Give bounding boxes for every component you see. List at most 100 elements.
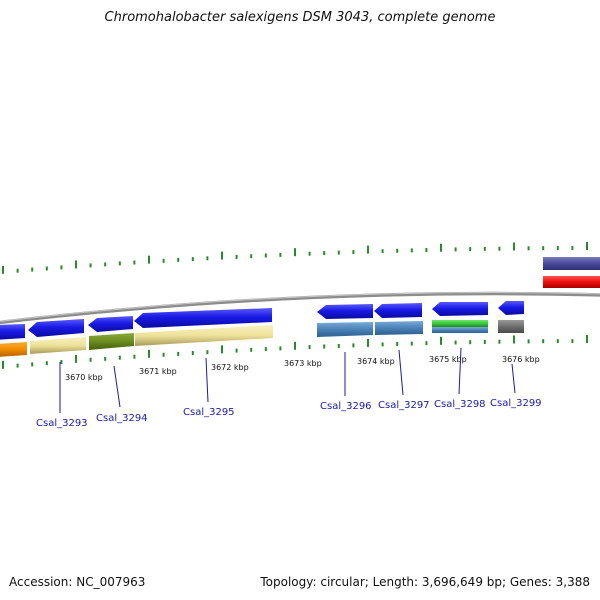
cds-arrow (0, 324, 25, 340)
gc-skew-tick (118, 261, 121, 266)
gc-skew-tick (542, 246, 545, 251)
gc-skew-tick (75, 260, 77, 269)
gc-skew-tick (586, 335, 588, 343)
gc-skew-tick (542, 339, 545, 344)
gc-skew-tick (177, 351, 180, 356)
gc-skew-tick (337, 344, 340, 348)
gc-skew-tick (586, 242, 588, 250)
gc-skew-tick (104, 356, 107, 361)
cds-arrow (28, 319, 84, 337)
kbp-label: 3675 kbp (429, 355, 467, 364)
gc-skew-tick (294, 248, 296, 257)
cog-band (375, 321, 423, 335)
gc-skew-tick (89, 263, 92, 268)
gene-leaders (59, 347, 516, 413)
leader-line (458, 347, 462, 395)
gc-skew-tick (381, 249, 384, 254)
gc-skew-tick (2, 360, 4, 369)
cds-arrow (88, 316, 133, 332)
gc-skew-tick (337, 250, 340, 255)
gene-labels: Csal_3293 Csal_3294 Csal_3295 Csal_3296 … (36, 398, 542, 429)
gc-skew-tick (60, 360, 63, 364)
kbp-ruler: 3670 kbp 3671 kbp 3672 kbp 3673 kbp 3674… (65, 355, 540, 382)
gc-skew-tick (483, 340, 486, 344)
gc-skew-tick (250, 254, 253, 259)
cog-band (135, 325, 273, 346)
gc-skew-tick (279, 252, 282, 257)
gc-skew-tick (235, 348, 238, 353)
cog-track (0, 320, 524, 357)
gc-skew-tick (162, 258, 165, 263)
feature-navy (543, 257, 600, 270)
gc-skew-tick (410, 341, 413, 346)
cog-band (498, 320, 524, 333)
gene-label-csal-3296[interactable]: Csal_3296 (320, 401, 372, 412)
gene-label-csal-3299[interactable]: Csal_3299 (490, 398, 542, 409)
gene-label-csal-3297[interactable]: Csal_3297 (378, 400, 430, 411)
gc-skew-tick (381, 342, 384, 347)
gc-skew-tick (191, 351, 194, 355)
gc-skew-tick (2, 265, 4, 274)
gc-skew-tick (352, 250, 355, 255)
gc-skew-tick (89, 357, 92, 362)
cds-arrow (134, 308, 272, 328)
gc-skew-outer-ticks (2, 242, 588, 274)
cog-band (89, 333, 134, 350)
kbp-label: 3672 kbp (211, 363, 249, 372)
gc-skew-tick (177, 257, 180, 262)
cog-band (30, 337, 86, 354)
gc-skew-tick (454, 340, 457, 345)
gc-skew-inner-ticks (2, 335, 588, 369)
gc-skew-tick (250, 347, 253, 352)
gc-skew-tick (556, 339, 559, 344)
leader-line (511, 363, 516, 394)
gc-skew-tick (308, 251, 311, 256)
gc-skew-tick (264, 253, 267, 258)
cds-arrow (374, 303, 422, 318)
genome-summary-text: Topology: circular; Length: 3,696,649 bp… (260, 575, 590, 589)
gene-label-csal-3298[interactable]: Csal_3298 (434, 399, 486, 410)
gc-skew-tick (104, 262, 107, 267)
leader-line (205, 357, 209, 403)
gene-label-csal-3295[interactable]: Csal_3295 (183, 407, 235, 418)
gc-skew-tick (571, 339, 574, 344)
gc-skew-tick (323, 251, 326, 256)
gc-skew-tick (45, 361, 48, 366)
gc-skew-tick (191, 257, 194, 262)
gc-skew-tick (425, 341, 428, 346)
gc-skew-tick (498, 246, 501, 251)
gc-skew-tick (513, 335, 515, 344)
gc-skew-tick (162, 352, 165, 357)
cds-arrow (498, 301, 524, 315)
kbp-label: 3671 kbp (139, 367, 177, 376)
gc-skew-tick (206, 256, 209, 261)
gc-skew-tick (396, 248, 399, 253)
gene-label-csal-3294[interactable]: Csal_3294 (96, 413, 148, 424)
kbp-label: 3670 kbp (65, 373, 103, 382)
gc-skew-tick (440, 336, 442, 345)
gc-skew-tick (118, 355, 121, 360)
gc-skew-tick (60, 265, 63, 270)
gene-label-csal-3293[interactable]: Csal_3293 (36, 418, 88, 429)
gc-skew-tick (513, 242, 515, 251)
gc-skew-tick (367, 245, 369, 254)
gc-skew-tick (221, 251, 223, 260)
gc-skew-tick (454, 247, 457, 252)
cds-track (0, 301, 524, 340)
gc-skew-tick (352, 343, 355, 348)
gc-skew-tick (133, 354, 136, 359)
cog-band (432, 320, 488, 327)
kbp-label: 3673 kbp (284, 359, 322, 368)
gc-skew-tick (45, 266, 48, 271)
gc-skew-tick (16, 268, 19, 273)
gc-skew-tick (527, 339, 530, 344)
gc-skew-tick (323, 344, 326, 349)
gc-skew-tick (294, 341, 296, 350)
gc-skew-tick (221, 345, 223, 354)
gc-skew-tick (148, 349, 150, 358)
gc-skew-tick (440, 243, 442, 252)
gc-skew-tick (527, 246, 530, 251)
gc-skew-tick (410, 248, 413, 253)
accession-text: Accession: NC_007963 (9, 575, 146, 589)
